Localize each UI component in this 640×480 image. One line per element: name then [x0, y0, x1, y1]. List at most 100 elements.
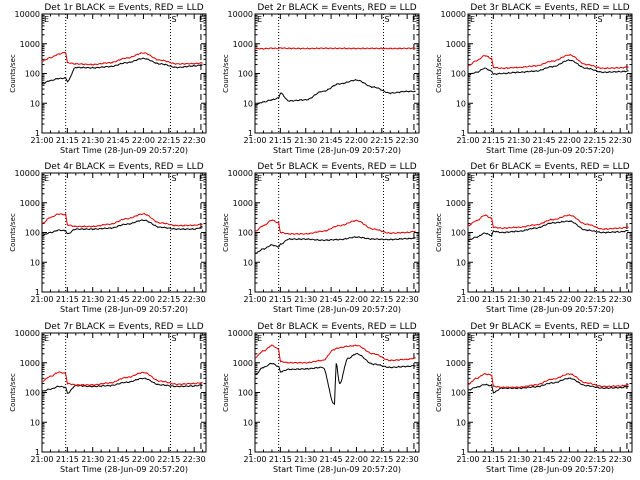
corner-letter: E: [257, 15, 262, 24]
x-tick-label: 21:30: [81, 295, 104, 304]
y-tick-label: 1000: [446, 359, 466, 368]
y-tick-label: 10: [456, 418, 466, 427]
y-tick-label: 10000: [228, 169, 253, 178]
corner-letter: S: [597, 334, 602, 343]
x-tick-label: 21:15: [269, 136, 292, 145]
x-tick-label: 22:00: [558, 136, 581, 145]
y-axis-label: Counts/sec: [222, 213, 230, 252]
panel-title: Det 6r BLACK = Events, RED = LLD: [470, 162, 629, 172]
y-tick-label: 10: [30, 418, 40, 427]
x-tick-label: 21:00: [30, 136, 53, 145]
plot-frame: [41, 332, 207, 453]
y-tick-label: 1000: [20, 40, 40, 49]
y-tick-label: 100: [238, 229, 253, 238]
corner-letter: S: [384, 15, 389, 24]
y-tick-label: 100: [238, 389, 253, 398]
corner-letter: E: [44, 174, 49, 183]
x-tick-label: 21:30: [294, 455, 317, 464]
series-line-events: [41, 377, 203, 394]
corner-letter: E: [625, 334, 630, 343]
y-tick-label: 1: [248, 448, 253, 457]
x-tick-label: 21:30: [81, 455, 104, 464]
x-tick-label: 22:15: [583, 295, 606, 304]
y-tick-label: 10000: [228, 10, 253, 19]
y-tick-label: 10: [243, 99, 253, 108]
x-axis-label: Start Time (28-Jun-09 20:57:20): [273, 146, 401, 155]
series-line-lld: [254, 219, 416, 235]
x-tick-label: 22:15: [370, 295, 393, 304]
y-tick-label: 10000: [15, 10, 40, 19]
y-tick-label: 1: [248, 288, 253, 297]
series-line-events: [254, 78, 416, 106]
series-line-lld: [467, 372, 629, 389]
y-tick-label: 10: [30, 99, 40, 108]
x-tick-label: 21:15: [56, 295, 79, 304]
series-line-lld: [467, 214, 629, 231]
y-tick-label: 10: [30, 258, 40, 267]
x-tick-label: 22:15: [157, 136, 180, 145]
x-tick-label: 21:45: [320, 295, 343, 304]
y-tick-label: 100: [238, 70, 253, 79]
x-tick-label: 21:15: [269, 455, 292, 464]
y-tick-label: 10: [456, 258, 466, 267]
corner-letter: E: [257, 174, 262, 183]
x-tick-label: 21:45: [320, 136, 343, 145]
x-tick-label: 21:00: [456, 136, 479, 145]
x-axis-label: Start Time (28-Jun-09 20:57:20): [60, 465, 188, 474]
corner-letter: S: [597, 15, 602, 24]
x-tick-label: 21:30: [81, 136, 104, 145]
x-axis-label: Start Time (28-Jun-09 20:57:20): [60, 305, 188, 314]
x-tick-label: 22:15: [157, 295, 180, 304]
panel-title: Det 3r BLACK = Events, RED = LLD: [470, 3, 629, 13]
x-tick-label: 21:00: [30, 455, 53, 464]
plot-frame: [254, 332, 420, 453]
x-tick-label: 21:15: [482, 295, 505, 304]
x-tick-label: 22:00: [132, 295, 155, 304]
x-tick-label: 22:30: [609, 455, 632, 464]
y-axis-label: Counts/sec: [222, 54, 230, 93]
y-tick-label: 10000: [228, 329, 253, 338]
y-tick-label: 10: [243, 418, 253, 427]
y-tick-label: 1000: [233, 359, 253, 368]
corner-letter: S: [384, 174, 389, 183]
series-line-events: [41, 57, 203, 85]
panel-det-3r: Det 3r BLACK = Events, RED = LLD E S E 1 10 10…: [435, 3, 633, 155]
series-line-lld: [41, 51, 203, 66]
x-tick-label: 22:30: [396, 455, 419, 464]
x-tick-label: 21:45: [107, 455, 130, 464]
corner-letter: E: [470, 15, 475, 24]
x-tick-label: 22:00: [345, 136, 368, 145]
panel-title: Det 2r BLACK = Events, RED = LLD: [257, 3, 416, 13]
corner-letter: E: [470, 174, 475, 183]
y-tick-label: 10000: [441, 10, 466, 19]
x-tick-label: 21:15: [269, 295, 292, 304]
y-tick-label: 1: [461, 448, 466, 457]
y-axis-label: Counts/sec: [435, 54, 443, 93]
x-tick-label: 21:15: [56, 136, 79, 145]
panel-det-6r: Det 6r BLACK = Events, RED = LLD E S E 1 10 10…: [435, 162, 633, 314]
y-tick-label: 1: [461, 129, 466, 138]
plot-frame: [254, 13, 420, 134]
y-tick-label: 1: [35, 448, 40, 457]
x-tick-label: 21:45: [533, 136, 556, 145]
y-tick-label: 100: [25, 229, 40, 238]
x-tick-label: 22:15: [370, 455, 393, 464]
y-tick-label: 1000: [233, 199, 253, 208]
y-tick-label: 100: [25, 70, 40, 79]
corner-letter: S: [171, 15, 176, 24]
panel-title: Det 4r BLACK = Events, RED = LLD: [44, 162, 203, 172]
series-line-lld: [41, 371, 203, 386]
x-axis-label: Start Time (28-Jun-09 20:57:20): [486, 146, 614, 155]
x-tick-label: 21:00: [456, 295, 479, 304]
series-line-events: [254, 236, 416, 255]
y-axis-label: Counts/sec: [435, 373, 443, 412]
plot-frame: [467, 332, 633, 453]
panel-title: Det 8r BLACK = Events, RED = LLD: [257, 322, 416, 332]
corner-letter: S: [171, 334, 176, 343]
x-tick-label: 21:15: [482, 455, 505, 464]
series-line-events: [467, 59, 629, 76]
y-tick-label: 1: [461, 288, 466, 297]
x-tick-label: 21:45: [107, 295, 130, 304]
y-tick-label: 100: [25, 389, 40, 398]
x-tick-label: 22:00: [132, 136, 155, 145]
